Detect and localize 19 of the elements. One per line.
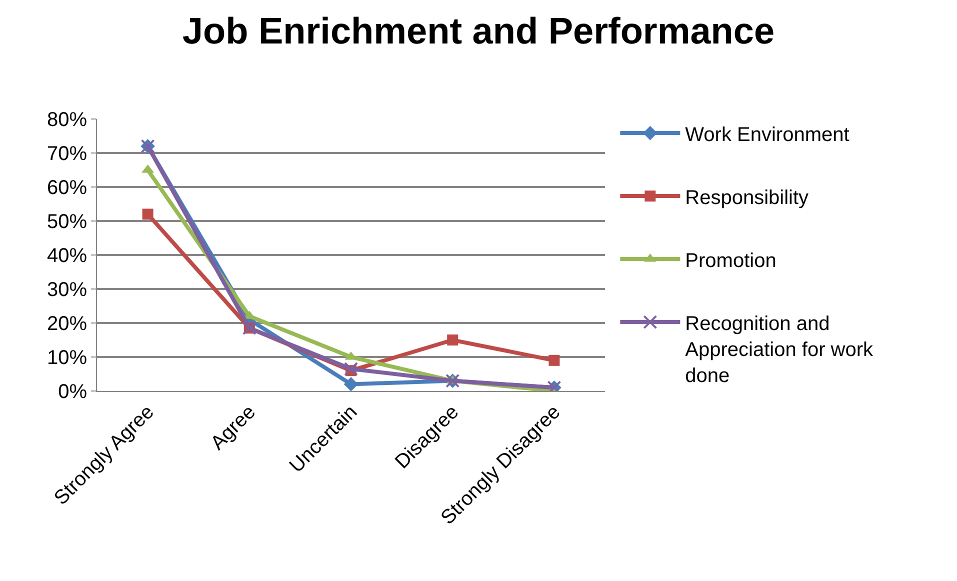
legend-label: Responsibility [685, 186, 809, 209]
point [447, 334, 458, 346]
y-tick-label: 0% [58, 381, 88, 403]
y-tick-label: 80% [46, 109, 88, 131]
point [142, 208, 154, 220]
y-tick-label: 30% [46, 279, 88, 301]
y-tick-label: 60% [46, 177, 88, 199]
point [344, 362, 358, 376]
y-tick-label: 50% [46, 211, 88, 233]
legend-label: Work Environment [685, 124, 850, 146]
y-tick-label: 40% [46, 245, 88, 267]
point [344, 377, 358, 391]
point [548, 354, 560, 366]
chart-title: Job Enrichment and Performance [182, 10, 775, 52]
y-tick-label: 20% [46, 313, 88, 335]
y-tick-label: 70% [46, 143, 88, 165]
legend-label: Recognition and Appreciation for work done [685, 312, 874, 387]
y-tick-label: 10% [46, 347, 88, 369]
legend-label: Promotion [685, 250, 776, 272]
